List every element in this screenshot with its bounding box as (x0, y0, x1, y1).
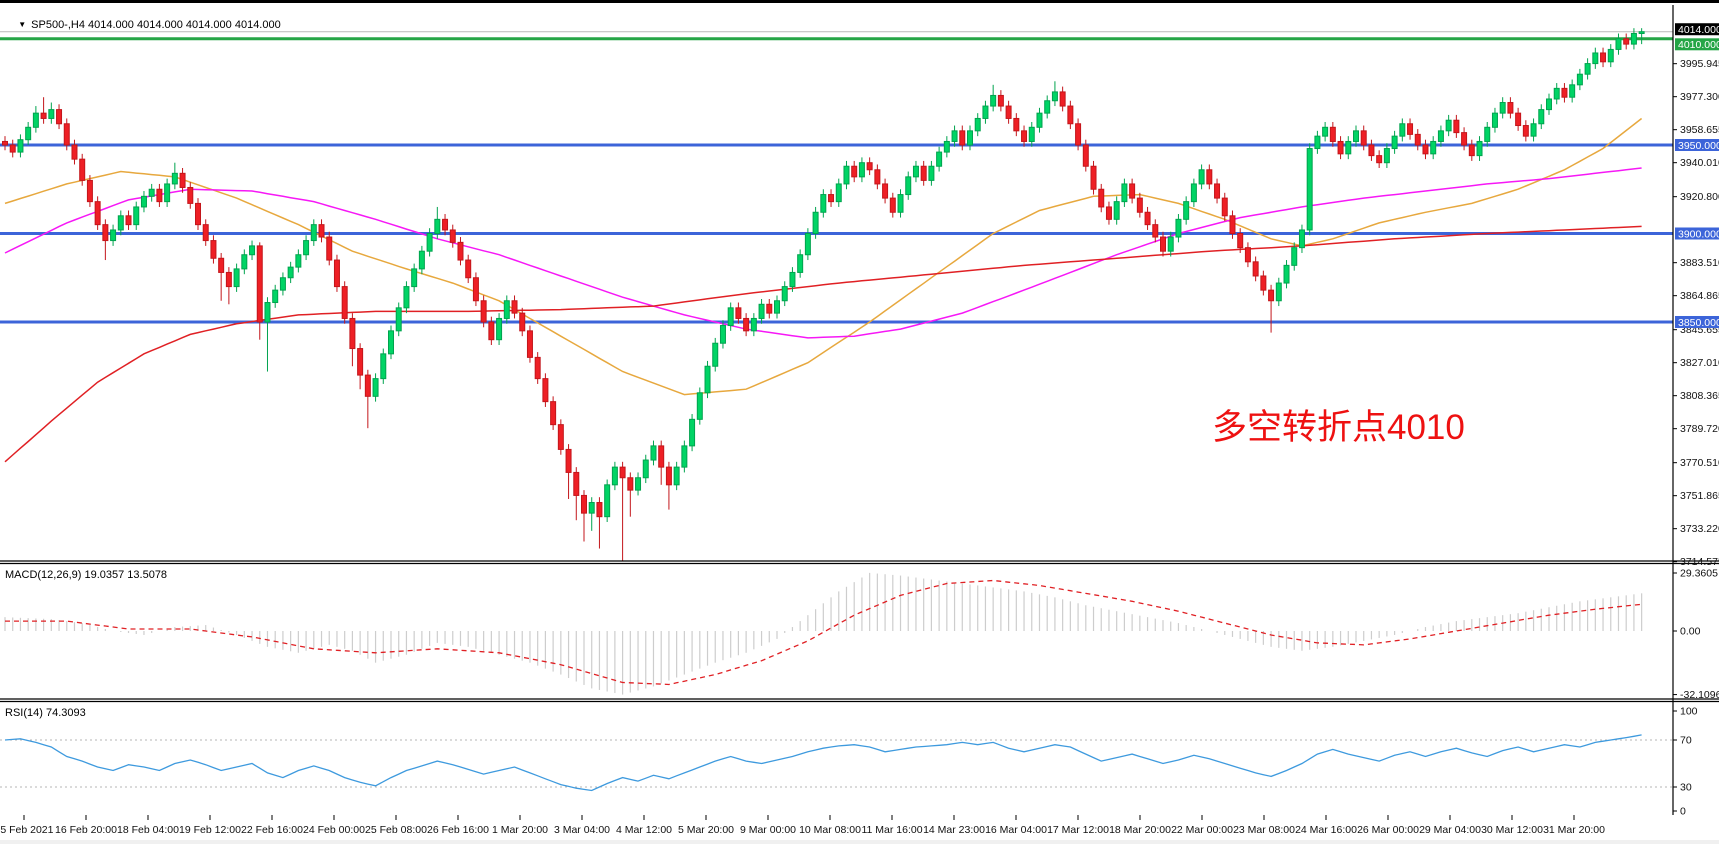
svg-text:4014.000: 4014.000 (1678, 24, 1719, 36)
svg-text:14 Mar 23:00: 14 Mar 23:00 (923, 824, 985, 836)
time-axis: 15 Feb 2021 16 Feb 20:00 18 Feb 04:00 19 Fe… (0, 815, 1605, 836)
turning-point-annotation[interactable]: 多空转折点4010 (1212, 408, 1465, 447)
svg-text:22 Mar 00:00: 22 Mar 00:00 (1171, 824, 1233, 836)
svg-text:29.3605: 29.3605 (1680, 568, 1718, 580)
svg-text:3751.865: 3751.865 (1680, 490, 1719, 502)
panel-dividers (0, 560, 1719, 703)
svg-text:19 Feb 12:00: 19 Feb 12:00 (179, 824, 241, 836)
svg-text:3850.000: 3850.000 (1678, 317, 1719, 329)
svg-text:4 Mar 12:00: 4 Mar 12:00 (616, 824, 672, 836)
svg-text:0: 0 (1680, 806, 1686, 818)
svg-text:16 Mar 04:00: 16 Mar 04:00 (985, 824, 1047, 836)
svg-text:3864.865: 3864.865 (1680, 290, 1719, 302)
svg-text:3733.220: 3733.220 (1680, 523, 1719, 535)
svg-text:26 Mar 00:00: 26 Mar 00:00 (1357, 824, 1419, 836)
price-chart-surface[interactable]: 3995.945 3977.300 3958.655 3940.010 3920.800… (0, 3, 1719, 844)
rsi-panel (0, 734, 1673, 792)
macd-panel (4, 572, 1643, 695)
rsi-indicator-label: RSI(14) 74.3093 (5, 707, 86, 719)
level-label-4010000: 4010.000 (1675, 38, 1719, 51)
current-price-label: 4014.000 (1675, 23, 1719, 36)
svg-text:22 Feb 16:00: 22 Feb 16:00 (241, 824, 303, 836)
svg-text:10 Mar 08:00: 10 Mar 08:00 (799, 824, 861, 836)
svg-text:0.00: 0.00 (1680, 626, 1701, 638)
svg-text:3977.300: 3977.300 (1680, 91, 1719, 103)
svg-text:24 Feb 00:00: 24 Feb 00:00 (303, 824, 365, 836)
level-label-3850000: 3850.000 (1675, 315, 1719, 329)
svg-text:3 Mar 04:00: 3 Mar 04:00 (554, 824, 610, 836)
svg-text:31 Mar 20:00: 31 Mar 20:00 (1543, 824, 1605, 836)
symbol-timeframe: SP500-,H4 (31, 19, 85, 31)
ma-fast-orange (4, 117, 1643, 396)
svg-text:9 Mar 00:00: 9 Mar 00:00 (740, 824, 796, 836)
ma-slow-red (4, 225, 1642, 463)
svg-text:18 Feb 04:00: 18 Feb 04:00 (117, 824, 179, 836)
svg-text:3789.720: 3789.720 (1680, 423, 1719, 435)
svg-text:16 Feb 20:00: 16 Feb 20:00 (55, 824, 117, 836)
svg-text:3770.510: 3770.510 (1680, 457, 1719, 469)
svg-text:23 Mar 08:00: 23 Mar 08:00 (1233, 824, 1295, 836)
svg-text:3808.365: 3808.365 (1680, 390, 1719, 402)
svg-text:3714.575: 3714.575 (1680, 556, 1719, 568)
svg-text:11 Mar 16:00: 11 Mar 16:00 (861, 824, 922, 836)
svg-text:3883.510: 3883.510 (1680, 257, 1719, 269)
svg-text:15 Feb 2021: 15 Feb 2021 (0, 824, 54, 836)
svg-text:29 Mar 04:00: 29 Mar 04:00 (1419, 824, 1481, 836)
svg-text:30 Mar 12:00: 30 Mar 12:00 (1481, 824, 1543, 836)
chart-title: ▼ SP500-,H4 4014.000 4014.000 4014.000 40… (6, 7, 281, 43)
svg-text:25 Feb 08:00: 25 Feb 08:00 (365, 824, 427, 836)
candlesticks (2, 28, 1645, 561)
svg-text:3920.800: 3920.800 (1680, 191, 1719, 203)
macd-indicator-label: MACD(12,26,9) 19.0357 13.5078 (5, 569, 168, 581)
ohlc-values: 4014.000 4014.000 4014.000 4014.000 (88, 19, 281, 31)
ma-mid-magenta (4, 167, 1642, 339)
svg-text:3958.655: 3958.655 (1680, 124, 1719, 136)
svg-text:26 Feb 16:00: 26 Feb 16:00 (427, 824, 489, 836)
price-axis: 3995.945 3977.300 3958.655 3940.010 3920.800… (1672, 5, 1719, 818)
level-label-3900000: 3900.000 (1675, 227, 1719, 240)
svg-text:24 Mar 16:00: 24 Mar 16:00 (1295, 824, 1357, 836)
svg-text:3827.010: 3827.010 (1680, 357, 1719, 369)
svg-text:3950.000: 3950.000 (1678, 140, 1719, 152)
svg-text:4010.000: 4010.000 (1678, 39, 1719, 51)
symbol-dropdown-icon[interactable]: ▼ (18, 20, 27, 29)
svg-text:3995.945: 3995.945 (1680, 58, 1719, 70)
svg-text:100: 100 (1680, 706, 1698, 718)
svg-text:30: 30 (1680, 782, 1692, 794)
svg-text:3900.000: 3900.000 (1678, 228, 1719, 240)
svg-text:17 Mar 12:00: 17 Mar 12:00 (1047, 824, 1109, 836)
svg-text:70: 70 (1680, 735, 1692, 747)
svg-text:5 Mar 20:00: 5 Mar 20:00 (678, 824, 734, 836)
svg-text:18 Mar 20:00: 18 Mar 20:00 (1109, 824, 1171, 836)
svg-text:1 Mar 20:00: 1 Mar 20:00 (492, 824, 548, 836)
level-label-3950000: 3950.000 (1675, 139, 1719, 152)
svg-text:3940.010: 3940.010 (1680, 157, 1719, 169)
horizontal-level-lines (0, 31, 1673, 324)
svg-text:-32.1096: -32.1096 (1680, 689, 1719, 701)
